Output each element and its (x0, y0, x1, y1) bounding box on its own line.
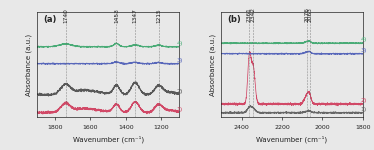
Text: (b): (b) (227, 15, 241, 24)
Text: 2076: 2076 (304, 8, 310, 22)
Text: 2063: 2063 (307, 8, 312, 22)
Text: (a): (a) (43, 15, 56, 24)
Text: 2): 2) (176, 89, 183, 94)
Text: 2): 2) (361, 98, 367, 103)
X-axis label: Wavenumber (cm⁻¹): Wavenumber (cm⁻¹) (257, 135, 328, 143)
Y-axis label: Absorbance (a.u.): Absorbance (a.u.) (209, 33, 216, 96)
Text: 1215: 1215 (156, 8, 161, 23)
Text: 2361: 2361 (247, 8, 252, 22)
Text: 1): 1) (176, 107, 183, 112)
Text: 3): 3) (176, 58, 183, 63)
Text: 1740: 1740 (63, 8, 68, 23)
Text: 4): 4) (176, 41, 183, 46)
Text: 1347: 1347 (133, 8, 138, 23)
X-axis label: Wavenumber (cm⁻¹): Wavenumber (cm⁻¹) (73, 135, 144, 143)
Text: 2342: 2342 (251, 7, 256, 22)
Text: 1453: 1453 (114, 8, 119, 23)
Text: 1): 1) (361, 107, 367, 112)
Text: 3): 3) (361, 48, 367, 53)
Text: 4): 4) (361, 37, 367, 42)
Y-axis label: Absorbance (a.u.): Absorbance (a.u.) (25, 33, 32, 96)
